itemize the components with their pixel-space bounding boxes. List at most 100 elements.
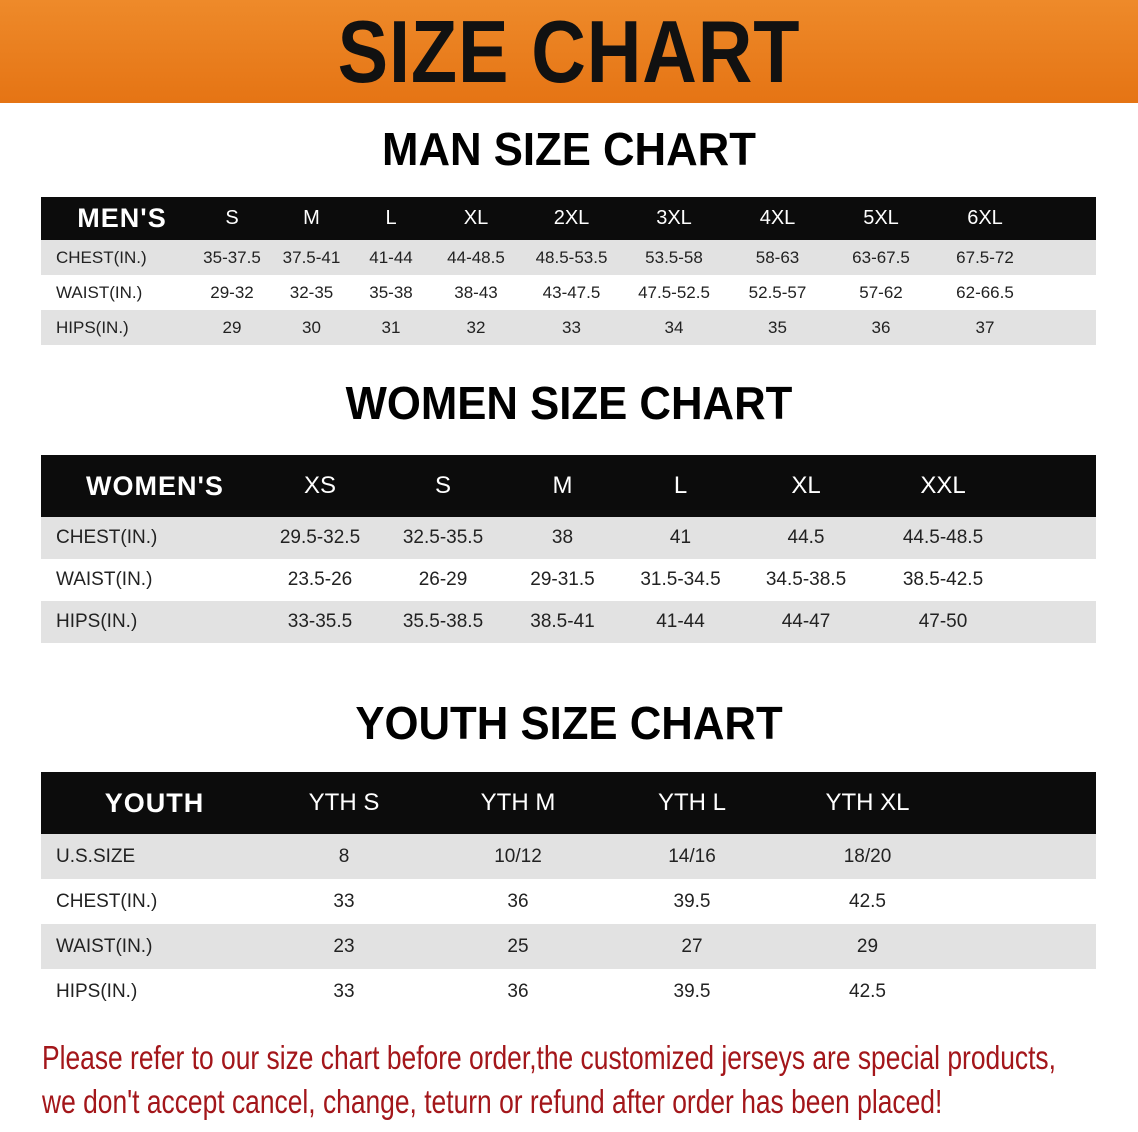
measurement-value: 42.5 [849,890,886,912]
table-row: HIPS(IN.) 33 36 39.5 42.5 [41,969,1096,1014]
size-header: XL [791,472,821,499]
measurement-value: 32-35 [289,282,334,302]
measurement-label: HIPS(IN.) [56,611,138,632]
size-header: YTH L [657,789,726,816]
measurement-label: WAIST(IN.) [56,935,153,957]
size-header: XXL [920,472,966,499]
measurement-value: 29 [856,935,879,957]
table-row: WAIST(IN.) 23.5-26 26-29 29-31.5 31.5-34.5 34… [41,559,1096,601]
measurement-value: 33 [333,890,355,912]
measurement-value: 42.5 [849,980,886,1002]
measurement-value: 36 [507,980,529,1002]
measurement-value: 35-37.5 [203,247,261,267]
measurement-value: 44.5-48.5 [902,527,984,548]
measurement-value: 47.5-52.5 [638,282,710,302]
measurement-value: 34.5-38.5 [765,569,847,590]
women-size-table: WOMEN'S XS S M L XL XXL CHEST(IN.) 29.5-32.5 32.5… [41,455,1096,643]
measurement-value: 35 [768,317,787,337]
measurement-label: WAIST(IN.) [56,569,153,590]
table-row: CHEST(IN.) 35-37.5 37.5-41 41-44 44-48.5 48.5… [41,240,1096,275]
measurement-label: HIPS(IN.) [56,317,129,337]
table-row: CHEST(IN.) 29.5-32.5 32.5-35.5 38 41 44.5 44.5… [41,517,1096,559]
men-section-title: MAN SIZE CHART [382,123,756,175]
table-corner-label: MEN'S [77,203,167,233]
measurement-value: 29.5-32.5 [279,527,361,548]
measurement-value: 41-44 [656,611,705,632]
table-row: WAIST(IN.) 29-32 32-35 35-38 38-43 43-47.5 47.… [41,275,1096,310]
measurement-value: 26-29 [418,569,468,590]
table-header-row: YOUTH YTH S YTH M YTH L YTH XL [41,772,1096,834]
order-notice-line-1: Please refer to our size chart before or… [42,1039,1056,1076]
measurement-value: 23 [333,935,355,957]
measurement-value: 34 [664,317,684,337]
measurement-value: 10/12 [494,845,542,867]
table-header-row: WOMEN'S XS S M L XL XXL [41,455,1096,517]
youth-size-table: YOUTH YTH S YTH M YTH L YTH XL U.S.SIZE 8 10/12… [41,772,1096,1014]
measurement-value: 18/20 [843,845,892,867]
measurement-value: 63-67.5 [852,247,910,267]
size-header: YTH M [480,789,556,816]
measurement-value: 35-38 [369,282,413,302]
measurement-value: 29-31.5 [530,569,595,590]
measurement-value: 23.5-26 [287,569,353,590]
measurement-value: 52.5-57 [748,282,807,302]
size-header: M [552,472,573,499]
measurement-value: 39.5 [673,890,711,912]
measurement-value: 36 [871,317,891,337]
measurement-value: 57-62 [859,282,903,302]
order-notice-line-2: we don't accept cancel, change, teturn o… [42,1083,943,1120]
measurement-value: 37 [975,317,995,337]
measurement-value: 62-66.5 [956,282,1014,302]
measurement-label: CHEST(IN.) [56,527,158,548]
measurement-value: 29-32 [210,282,254,302]
measurement-value: 43-47.5 [542,282,601,302]
size-header: 4XL [759,207,796,229]
measurement-value: 8 [338,845,350,867]
banner: SIZE CHART [0,0,1138,103]
size-header: YTH XL [825,789,910,816]
table-row: U.S.SIZE 8 10/12 14/16 18/20 [41,834,1096,879]
table-row: HIPS(IN.) 29 30 31 32 33 34 35 36 37 [41,310,1096,345]
table-header-row: MEN'S S M L XL 2XL 3XL 4XL 5XL 6XL [41,197,1096,240]
measurement-value: 31 [381,317,401,337]
size-header: S [434,472,451,499]
measurement-value: 38.5-41 [530,611,595,632]
size-header: L [385,207,397,229]
measurement-value: 44-48.5 [447,247,505,267]
size-header: XS [303,472,336,499]
measurement-label: CHEST(IN.) [56,890,158,912]
measurement-value: 53.5-58 [645,247,703,267]
youth-section-title: YOUTH SIZE CHART [355,697,783,749]
table-corner-label: YOUTH [104,787,205,818]
measurement-value: 38.5-42.5 [902,569,984,590]
measurement-value: 67.5-72 [956,247,1014,267]
size-header: XL [463,207,489,229]
size-header: L [673,472,688,499]
measurement-value: 36 [507,890,529,912]
measurement-value: 41-44 [369,247,413,267]
measurement-value: 29 [222,317,242,337]
measurement-value: 37.5-41 [282,247,341,267]
measurement-value: 47-50 [918,611,968,632]
size-header: 6XL [967,207,1003,229]
measurement-label: CHEST(IN.) [56,247,147,267]
measurement-value: 32 [466,317,486,337]
measurement-value: 27 [681,935,703,957]
measurement-value: 30 [302,317,321,337]
measurement-value: 39.5 [673,980,711,1002]
men-size-table: MEN'S S M L XL 2XL 3XL 4XL 5XL 6XL CHEST(IN.) 35-37… [41,197,1096,345]
measurement-label: U.S.SIZE [56,845,136,867]
size-header: M [303,207,320,229]
table-corner-label: WOMEN'S [86,470,224,501]
measurement-value: 32.5-35.5 [402,527,484,548]
measurement-value: 58-63 [755,247,800,267]
measurement-value: 31.5-34.5 [640,569,721,590]
order-notice: Please refer to our size chart before or… [42,1036,1056,1124]
measurement-value: 35.5-38.5 [402,611,484,632]
measurement-value: 33 [333,980,355,1002]
banner-title: SIZE CHART [337,1,801,101]
measurement-value: 25 [507,935,529,957]
measurement-value: 44-47 [781,611,831,632]
measurement-value: 48.5-53.5 [535,247,608,267]
measurement-label: WAIST(IN.) [56,282,143,302]
